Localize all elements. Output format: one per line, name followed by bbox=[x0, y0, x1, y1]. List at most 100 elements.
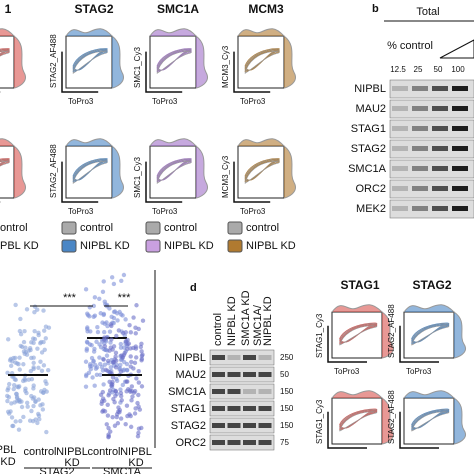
band bbox=[412, 106, 428, 111]
band bbox=[212, 423, 225, 428]
dot bbox=[109, 383, 114, 388]
dot bbox=[91, 303, 96, 309]
dot bbox=[129, 398, 134, 403]
axis-arrows bbox=[61, 161, 99, 203]
dot bbox=[88, 329, 93, 334]
histogram-top bbox=[0, 138, 15, 147]
plot-box bbox=[0, 35, 15, 89]
histogram-right bbox=[111, 145, 124, 199]
axis-arrows bbox=[233, 161, 271, 203]
dot bbox=[102, 409, 108, 414]
dot bbox=[87, 364, 93, 369]
histogram-top bbox=[331, 304, 383, 313]
band bbox=[258, 389, 272, 394]
row-label: STAG1 bbox=[171, 403, 206, 415]
dot bbox=[97, 342, 102, 347]
dot bbox=[106, 434, 111, 440]
dot bbox=[21, 362, 26, 367]
dot bbox=[100, 289, 106, 294]
dot bbox=[105, 323, 110, 329]
dot bbox=[31, 386, 36, 391]
dot bbox=[95, 329, 101, 335]
dot bbox=[13, 302, 18, 308]
blot-strip bbox=[209, 349, 275, 366]
legend-swatch bbox=[145, 239, 161, 253]
group-label: control bbox=[87, 446, 120, 458]
x-axis-label: ToPro3 bbox=[240, 207, 266, 216]
dot bbox=[21, 349, 27, 354]
histogram-top bbox=[65, 138, 113, 147]
band bbox=[432, 146, 448, 151]
dot bbox=[136, 380, 142, 385]
dot bbox=[116, 328, 122, 333]
group-label: control bbox=[23, 446, 56, 458]
dot bbox=[101, 382, 106, 387]
histogram-top bbox=[0, 28, 15, 37]
dot bbox=[121, 359, 127, 365]
band bbox=[412, 186, 428, 191]
dot bbox=[125, 387, 131, 392]
band bbox=[452, 146, 468, 151]
legend-label: control bbox=[164, 222, 197, 234]
x-axis-label: ToPro3 bbox=[152, 207, 178, 216]
band bbox=[243, 440, 256, 445]
dot bbox=[94, 339, 99, 344]
dot bbox=[19, 404, 25, 410]
dot bbox=[31, 366, 36, 372]
dot bbox=[101, 357, 106, 362]
marker-label: 150 bbox=[280, 387, 294, 396]
column-label: SMC1A/ bbox=[252, 304, 264, 346]
dot bbox=[32, 304, 38, 309]
dot bbox=[41, 363, 47, 368]
dot bbox=[99, 364, 105, 370]
band bbox=[258, 423, 272, 428]
row-label: ORC2 bbox=[355, 183, 386, 195]
dot bbox=[105, 402, 110, 407]
dot bbox=[131, 315, 136, 320]
column-label: NIPBL KD bbox=[226, 296, 238, 346]
dot bbox=[132, 360, 138, 366]
dot bbox=[17, 367, 22, 372]
band bbox=[412, 86, 428, 91]
contour bbox=[0, 161, 10, 167]
histogram-right bbox=[381, 311, 394, 359]
histogram-right bbox=[13, 145, 26, 199]
histogram-top bbox=[65, 28, 113, 37]
dot bbox=[113, 389, 118, 394]
band bbox=[452, 86, 468, 91]
dot bbox=[10, 423, 16, 429]
dot bbox=[11, 355, 16, 361]
column-label: control bbox=[212, 313, 224, 346]
dot bbox=[130, 394, 135, 399]
dot bbox=[118, 369, 124, 374]
band bbox=[227, 355, 241, 360]
dot bbox=[131, 345, 136, 351]
dot bbox=[84, 348, 89, 353]
dot bbox=[97, 355, 102, 360]
band bbox=[227, 406, 241, 411]
band bbox=[432, 186, 448, 191]
dot bbox=[15, 384, 20, 389]
dot bbox=[104, 353, 110, 358]
histogram-right bbox=[453, 397, 466, 445]
axis-arrows bbox=[61, 51, 99, 93]
dot bbox=[128, 413, 133, 419]
dot bbox=[102, 344, 108, 349]
axis-arrows bbox=[327, 325, 367, 363]
dot bbox=[140, 318, 146, 323]
x-axis-label: ToPro3 bbox=[406, 367, 432, 376]
dot bbox=[15, 398, 20, 404]
marker-label: 75 bbox=[280, 438, 289, 447]
band bbox=[412, 206, 428, 211]
histogram-top bbox=[149, 28, 197, 37]
panel-letter: d bbox=[190, 282, 197, 294]
y-axis-label: MCM3_Cy3 bbox=[221, 45, 230, 88]
dot bbox=[5, 398, 10, 404]
band bbox=[227, 423, 241, 428]
contour bbox=[0, 160, 10, 167]
dot bbox=[125, 379, 130, 384]
blot-strip bbox=[209, 366, 275, 383]
dot bbox=[113, 365, 119, 370]
legend-swatch bbox=[61, 239, 77, 253]
dot bbox=[100, 320, 105, 325]
